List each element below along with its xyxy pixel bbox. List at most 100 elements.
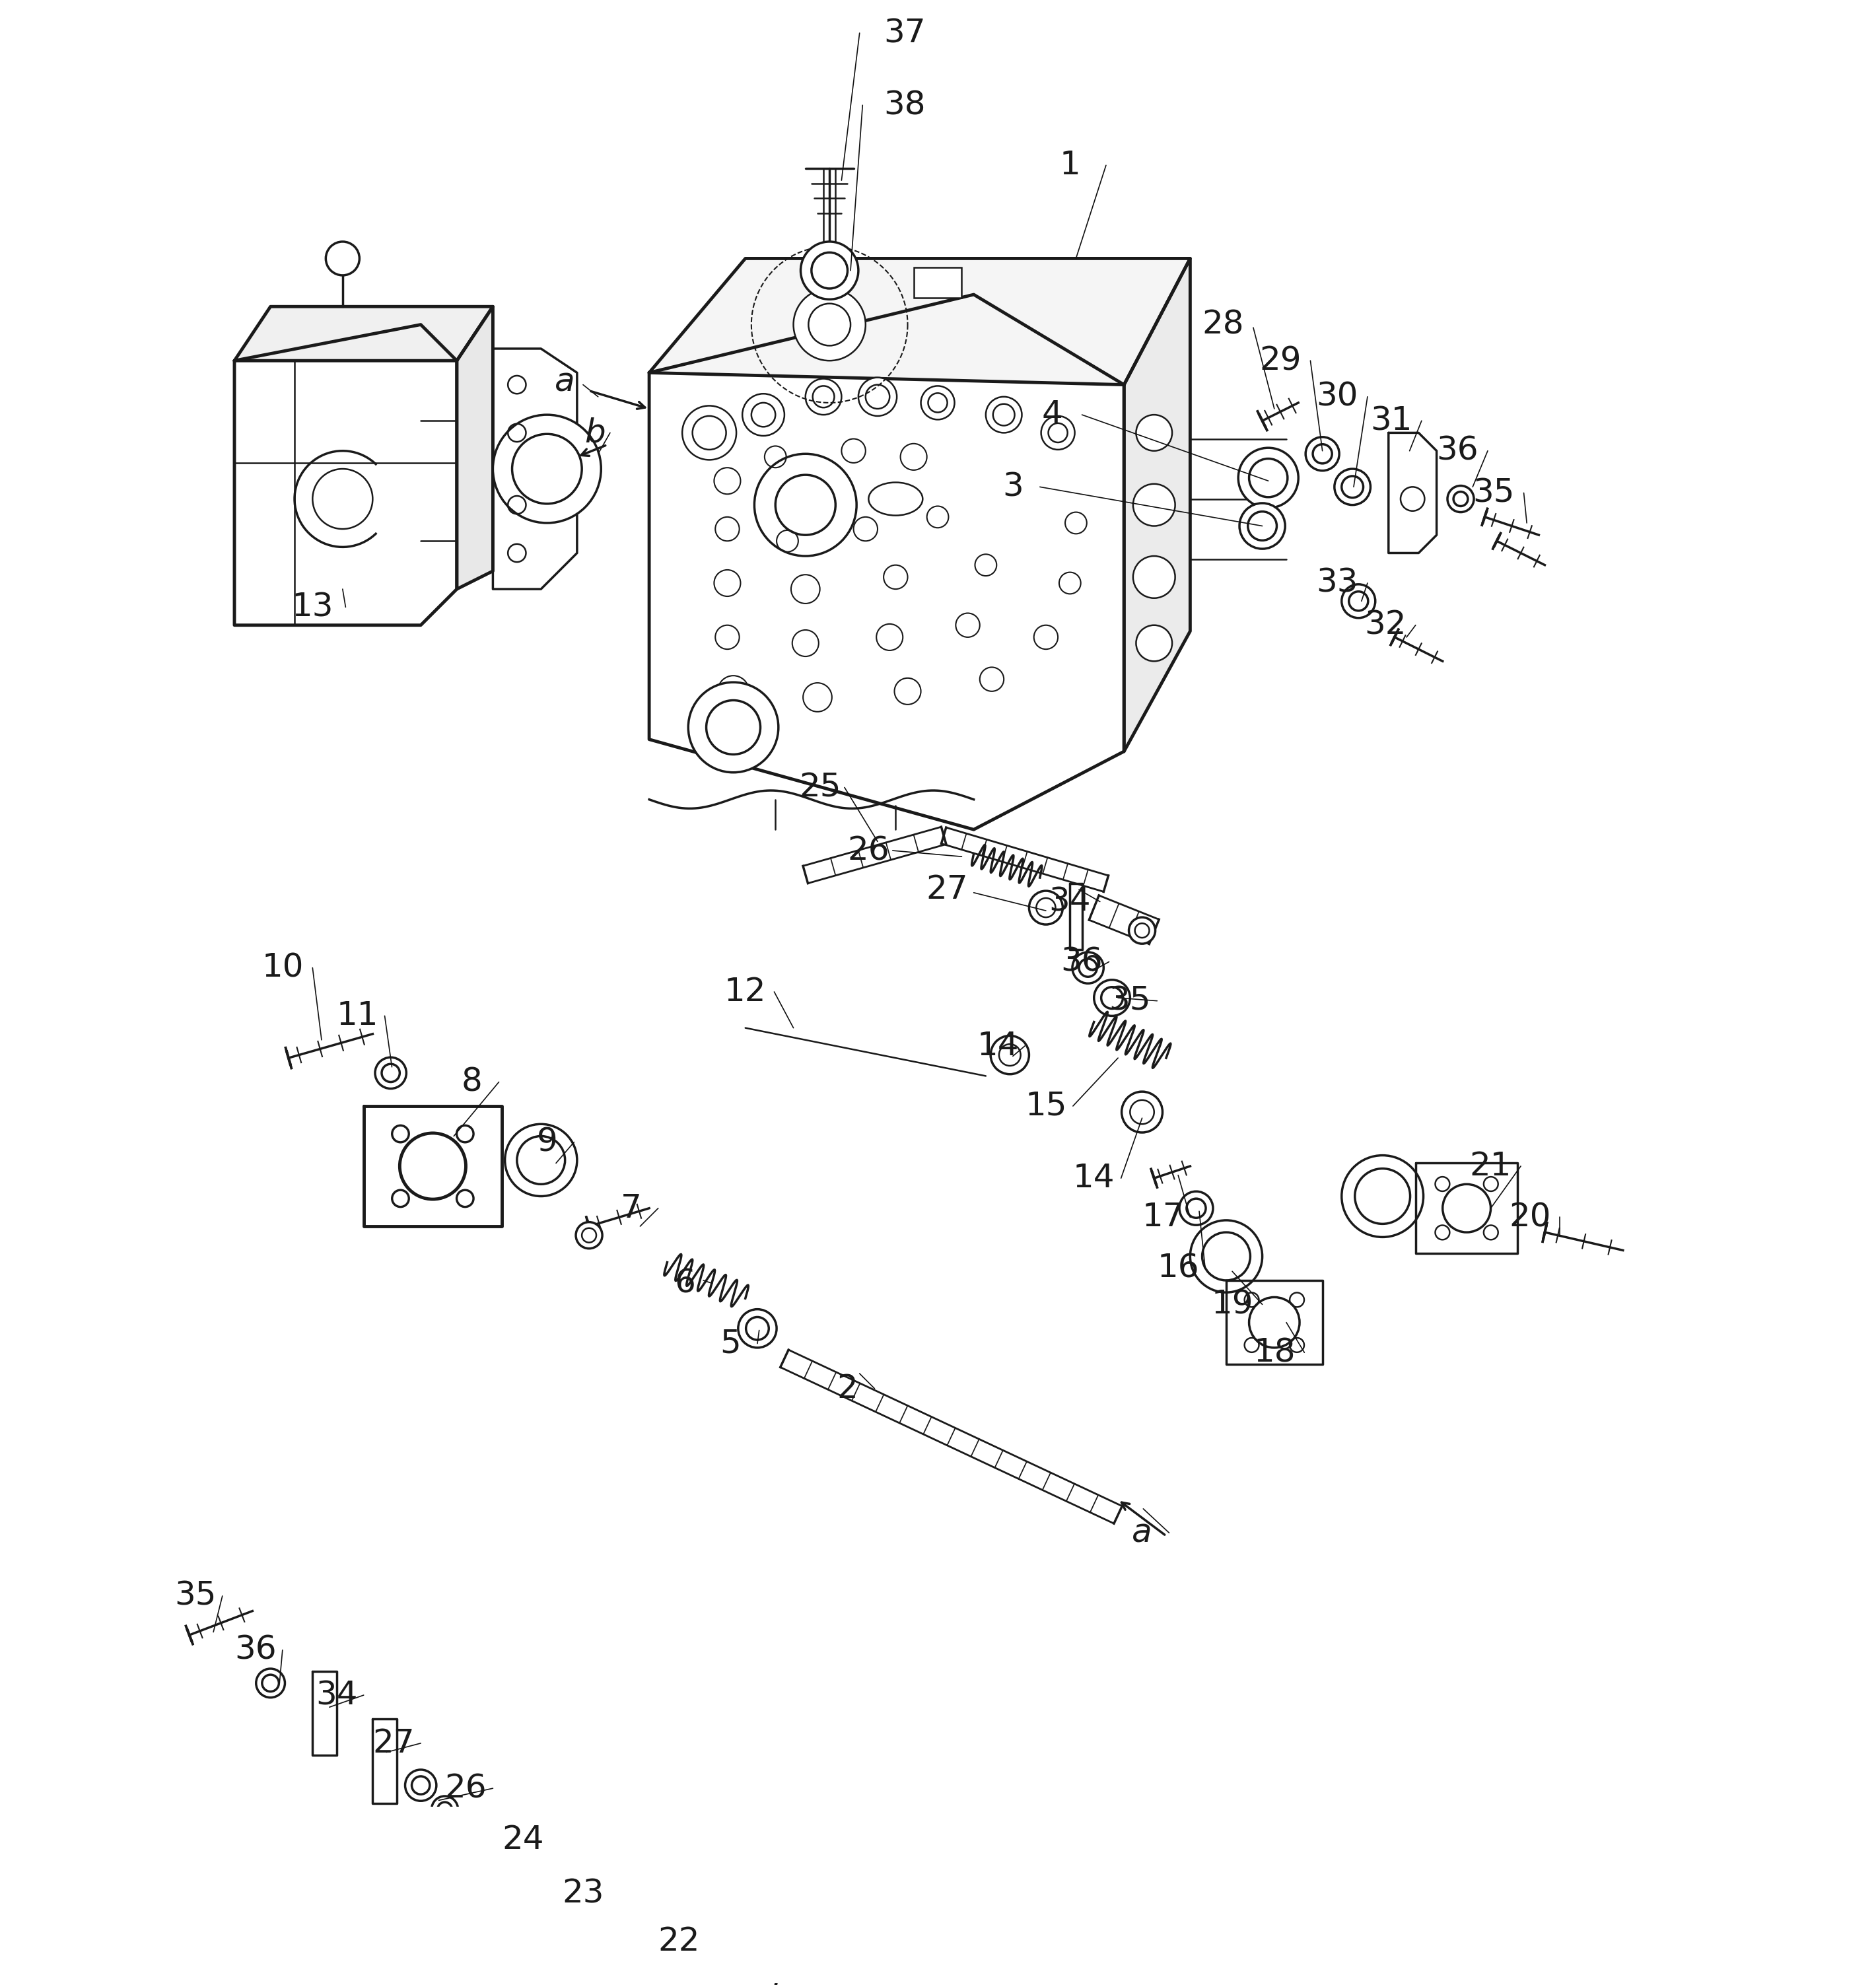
Polygon shape: [364, 1106, 503, 1227]
Circle shape: [1238, 449, 1298, 508]
Circle shape: [1240, 502, 1285, 548]
Text: b: b: [585, 417, 606, 449]
Text: 1: 1: [1060, 149, 1081, 181]
Ellipse shape: [869, 482, 923, 516]
Text: 31: 31: [1371, 405, 1413, 437]
Text: 25: 25: [799, 772, 842, 804]
Text: 28: 28: [1203, 310, 1244, 341]
Text: 14: 14: [1073, 1163, 1114, 1195]
Circle shape: [921, 385, 955, 419]
Circle shape: [326, 242, 360, 276]
Text: 10: 10: [261, 953, 304, 985]
Text: 8: 8: [461, 1066, 482, 1098]
Text: 36: 36: [1062, 947, 1103, 979]
Circle shape: [1137, 625, 1172, 661]
Circle shape: [1041, 417, 1075, 451]
Circle shape: [1133, 484, 1174, 526]
Circle shape: [673, 1935, 704, 1967]
Text: 15: 15: [1024, 1090, 1067, 1122]
Circle shape: [794, 288, 865, 361]
Circle shape: [737, 1310, 777, 1348]
Text: 9: 9: [537, 1125, 557, 1157]
Circle shape: [1030, 891, 1062, 925]
Circle shape: [1122, 1092, 1163, 1133]
Circle shape: [754, 455, 857, 556]
Text: 17: 17: [1142, 1201, 1184, 1233]
Polygon shape: [1227, 1280, 1323, 1364]
Polygon shape: [373, 1719, 396, 1802]
Circle shape: [743, 393, 784, 437]
Circle shape: [1306, 437, 1339, 470]
Polygon shape: [493, 349, 578, 590]
Circle shape: [1448, 486, 1475, 512]
Text: 26: 26: [848, 836, 889, 865]
Text: 27: 27: [925, 873, 968, 905]
Text: 36: 36: [1437, 435, 1478, 466]
Circle shape: [493, 1856, 516, 1878]
Circle shape: [1341, 584, 1375, 617]
Text: 7: 7: [621, 1193, 642, 1225]
Polygon shape: [313, 1671, 336, 1755]
Circle shape: [688, 683, 779, 772]
Circle shape: [505, 1124, 578, 1197]
Circle shape: [431, 1796, 458, 1822]
Polygon shape: [649, 258, 1189, 385]
Circle shape: [991, 1036, 1030, 1074]
Circle shape: [859, 377, 897, 417]
Text: 3: 3: [1002, 470, 1022, 502]
Circle shape: [985, 397, 1022, 433]
Circle shape: [493, 415, 600, 522]
Circle shape: [1180, 1191, 1214, 1225]
Text: 27: 27: [373, 1727, 415, 1759]
Polygon shape: [458, 306, 493, 590]
Text: 34: 34: [315, 1679, 358, 1711]
Circle shape: [805, 379, 842, 415]
Circle shape: [467, 1832, 493, 1858]
Text: 37: 37: [884, 18, 925, 50]
Text: 22: 22: [658, 1925, 700, 1957]
Circle shape: [576, 1223, 602, 1249]
Circle shape: [1249, 1298, 1300, 1348]
Polygon shape: [1388, 433, 1437, 554]
Text: 6: 6: [675, 1268, 696, 1300]
Text: 18: 18: [1253, 1336, 1294, 1368]
Text: b: b: [767, 1983, 790, 1985]
Circle shape: [1133, 556, 1174, 597]
Circle shape: [1341, 1155, 1424, 1237]
Text: 30: 30: [1317, 381, 1358, 413]
Circle shape: [255, 1669, 285, 1697]
Text: 19: 19: [1212, 1288, 1253, 1320]
Circle shape: [1129, 917, 1156, 943]
Text: a: a: [1131, 1517, 1152, 1548]
Polygon shape: [1416, 1163, 1518, 1253]
Polygon shape: [234, 306, 493, 361]
Text: 35: 35: [1109, 985, 1152, 1016]
Circle shape: [1137, 415, 1172, 451]
Bar: [914, 268, 962, 298]
Text: 13: 13: [291, 592, 334, 623]
Text: 12: 12: [724, 977, 765, 1008]
Text: 4: 4: [1041, 399, 1062, 431]
Circle shape: [1189, 1221, 1263, 1292]
Text: 21: 21: [1469, 1151, 1512, 1181]
Circle shape: [1073, 953, 1103, 983]
Circle shape: [1443, 1185, 1491, 1233]
Polygon shape: [1124, 258, 1189, 752]
Text: 2: 2: [837, 1374, 857, 1405]
Text: 20: 20: [1508, 1201, 1551, 1233]
Text: 35: 35: [174, 1580, 216, 1612]
Text: 35: 35: [1473, 476, 1514, 508]
Circle shape: [405, 1771, 437, 1800]
Text: 32: 32: [1364, 609, 1407, 641]
Circle shape: [1094, 981, 1129, 1016]
Text: 26: 26: [445, 1773, 488, 1804]
Text: 29: 29: [1259, 345, 1302, 377]
Text: 5: 5: [720, 1328, 741, 1360]
Text: 16: 16: [1157, 1253, 1199, 1284]
Circle shape: [400, 1133, 465, 1199]
Text: 33: 33: [1317, 568, 1358, 599]
Circle shape: [375, 1058, 407, 1088]
Text: 24: 24: [503, 1824, 544, 1856]
Text: 34: 34: [1049, 885, 1092, 917]
Text: 11: 11: [336, 1000, 379, 1032]
